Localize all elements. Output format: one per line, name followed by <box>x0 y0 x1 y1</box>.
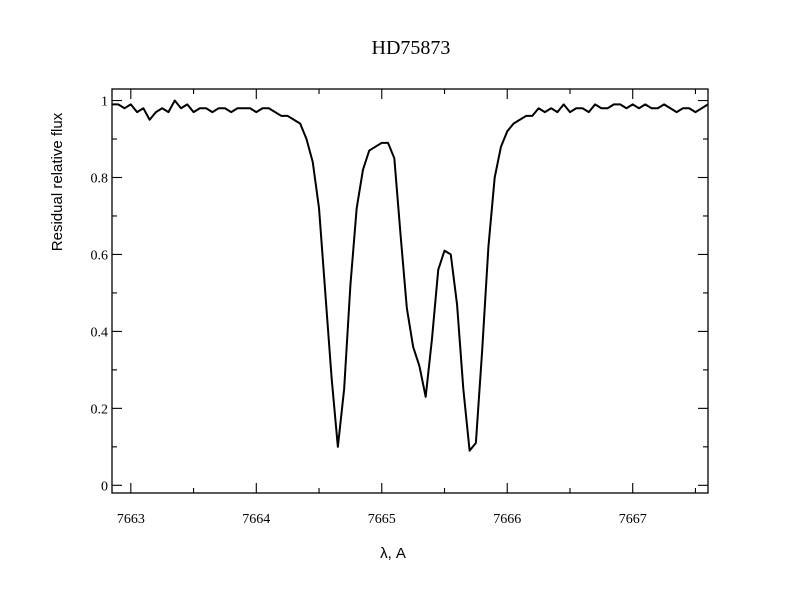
y-tick-label: 0.8 <box>91 171 109 186</box>
y-tick-label: 0.2 <box>91 402 109 417</box>
y-tick-label: 0.4 <box>91 325 109 340</box>
x-tick-label: 7663 <box>117 512 145 527</box>
y-axis-label: Residual relative flux <box>49 112 66 251</box>
series-line <box>112 99 709 452</box>
x-tick-label: 7667 <box>619 512 647 527</box>
x-tick-label: 7666 <box>493 512 521 527</box>
y-tick-label: 0.6 <box>91 248 109 263</box>
chart-title: HD75873 <box>372 37 451 59</box>
x-axis-label: λ, A <box>380 545 406 562</box>
y-tick-label: 0 <box>101 479 108 494</box>
axes: 7663 7664 7665 7666 7667 0 0.2 0.4 0.6 0.8 1 <box>91 89 708 527</box>
x-tick-label: 7665 <box>368 512 396 527</box>
y-tick-label: 1 <box>101 95 108 110</box>
plot-frame <box>111 88 709 494</box>
x-tick-label: 7664 <box>242 512 270 527</box>
